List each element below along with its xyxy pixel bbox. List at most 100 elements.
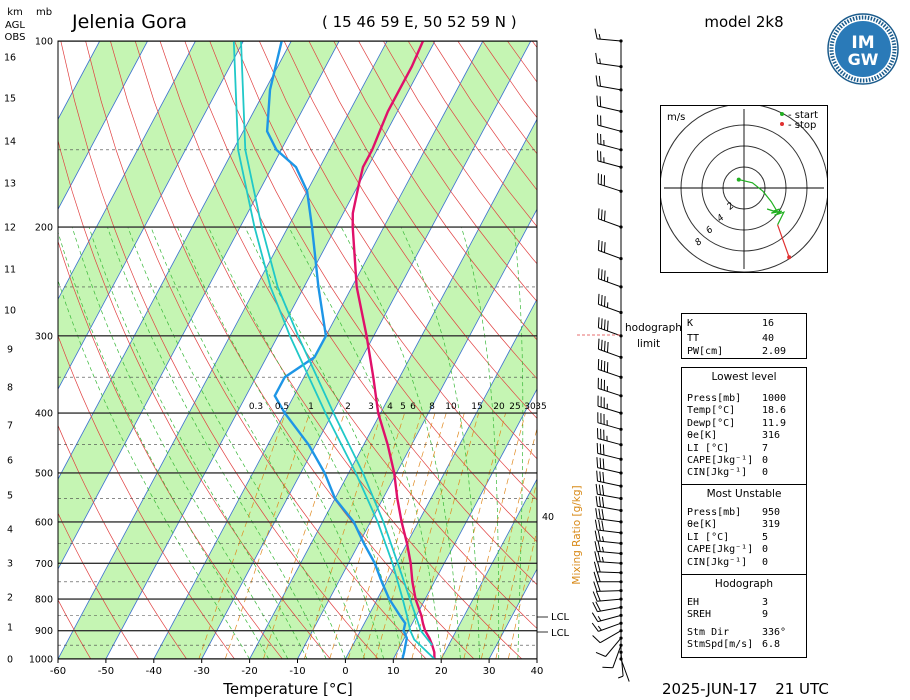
lcl-label-1000: LCL [551, 612, 570, 623]
hodograph-trace [738, 179, 786, 226]
km-tick-label: 11 [4, 265, 16, 276]
date-label: 2025-JUN-17 [662, 680, 758, 698]
pressure-tick-label: 1000 [29, 655, 53, 666]
km-tick-label: 4 [7, 525, 13, 536]
mixing-ratio-axis-title: Mixing Ratio [g/kg] [571, 485, 583, 584]
wind-barb [597, 208, 623, 229]
wind-barb [597, 114, 623, 133]
series-temperature [351, 41, 436, 659]
x-tick-label: -20 [241, 666, 257, 677]
wind-barb [595, 52, 623, 69]
x-tick-label: 30 [483, 666, 496, 677]
wind-barb [591, 621, 623, 632]
wind-barb [592, 629, 623, 644]
theta-e-label: 40 [542, 512, 554, 523]
wind-barb [597, 268, 623, 289]
pressure-tick-label: 900 [35, 626, 53, 637]
mixing-ratio-label: 10 [445, 402, 457, 412]
dry-adiabat [358, 41, 537, 302]
logo-text-bottom: GW [848, 50, 879, 69]
pressure-tick-label: 400 [35, 409, 53, 420]
indices-lowest-level: Lowest level Press[mb] 1000 Temp[°C] 18.6 … [681, 367, 807, 486]
pressure-tick-label: 100 [35, 37, 53, 48]
wind-barb [594, 541, 623, 556]
isotherm [58, 41, 292, 480]
wind-barb [591, 612, 623, 623]
km-tick-label: 7 [7, 421, 13, 432]
km-tick-label: 10 [4, 306, 16, 317]
pressure-tick-label: 700 [35, 559, 53, 570]
km-tick-label: 12 [4, 223, 16, 234]
hodograph-ring-label: 6 [705, 225, 716, 237]
wind-barb [593, 581, 623, 593]
hodograph-start-point [736, 177, 741, 182]
wind-barb [602, 643, 623, 669]
mixing-ratio-label: 25 [509, 402, 520, 412]
moist-adiabat [536, 652, 537, 659]
moist-adiabat [71, 226, 289, 659]
x-tick-label: -50 [98, 666, 114, 677]
mixing-ratio-label: 8 [429, 402, 435, 412]
station-coordinates: ( 15 46 59 E, 50 52 59 N ) [322, 13, 517, 31]
x-tick-label: 10 [387, 666, 400, 677]
moist-adiabat [400, 226, 480, 659]
km-tick-label: 5 [7, 491, 13, 502]
mixing-ratio-label: 20 [493, 402, 505, 412]
km-tick-label: 14 [4, 137, 16, 148]
wind-barb [619, 657, 630, 682]
km-tick-label: 1 [7, 623, 13, 634]
wind-barb [597, 428, 623, 447]
km-tick-label: 3 [7, 559, 13, 570]
mixing-ratio-label: 30 [524, 402, 536, 412]
wind-barb [594, 551, 623, 565]
x-tick-label: 40 [531, 666, 544, 677]
x-tick-label: -30 [194, 666, 210, 677]
x-axis-title: Temperature [°C] [222, 680, 352, 698]
hodograph-start-label: - start [788, 110, 818, 121]
logo-text-top: IM [851, 33, 874, 53]
wind-barb [592, 591, 623, 602]
wind-barb [597, 239, 623, 261]
dry-adiabat [283, 41, 537, 419]
km-tick-label: 6 [7, 456, 13, 467]
hodograph-stop-marker [780, 122, 784, 126]
isotherm [0, 41, 4, 659]
hodograph-units: m/s [667, 112, 685, 123]
km-tick-label: 13 [4, 179, 16, 190]
mixing-ratio-label: 15 [471, 402, 482, 412]
wind-barb [593, 561, 623, 575]
dry-adiabat [234, 41, 537, 501]
axis-obs-label: OBS [5, 32, 26, 43]
isotherm [58, 41, 244, 390]
km-tick-label: 2 [7, 593, 13, 604]
moist-adiabat [513, 226, 524, 659]
x-tick-label: 0 [342, 666, 348, 677]
mixing-ratio-label: 6 [410, 402, 416, 412]
pressure-tick-label: 500 [35, 468, 53, 479]
wind-barb [597, 293, 623, 315]
hodograph-trace-upper [777, 224, 790, 258]
x-tick-label: 20 [435, 666, 448, 677]
wind-barb [596, 95, 623, 113]
wind-barb [594, 519, 623, 535]
wind-barb [597, 173, 623, 193]
indices-most-unstable: Most Unstable Press[mb] 950 θe[K] 319 LI [… [681, 484, 807, 576]
mixing-ratio-label: 4 [387, 402, 393, 412]
station-title: Jelenia Gora [71, 11, 187, 33]
wind-barb [597, 150, 623, 169]
wind-barb [618, 650, 624, 679]
km-tick-label: 9 [7, 345, 13, 356]
temp-band [153, 41, 531, 659]
moist-adiabat [58, 279, 250, 659]
dry-adiabat [58, 424, 187, 659]
wind-barb [597, 317, 623, 338]
x-tick-label: -10 [289, 666, 305, 677]
hodograph-limit-label: hodograph [625, 322, 682, 334]
mixing-ratio-label: 0.5 [275, 402, 289, 412]
wind-barb [594, 530, 623, 545]
km-tick-label: 8 [7, 383, 13, 394]
km-tick-label: 15 [4, 94, 16, 105]
km-tick-label: 0 [7, 655, 13, 666]
moist-adiabat [340, 226, 461, 659]
isotherm [392, 388, 537, 659]
